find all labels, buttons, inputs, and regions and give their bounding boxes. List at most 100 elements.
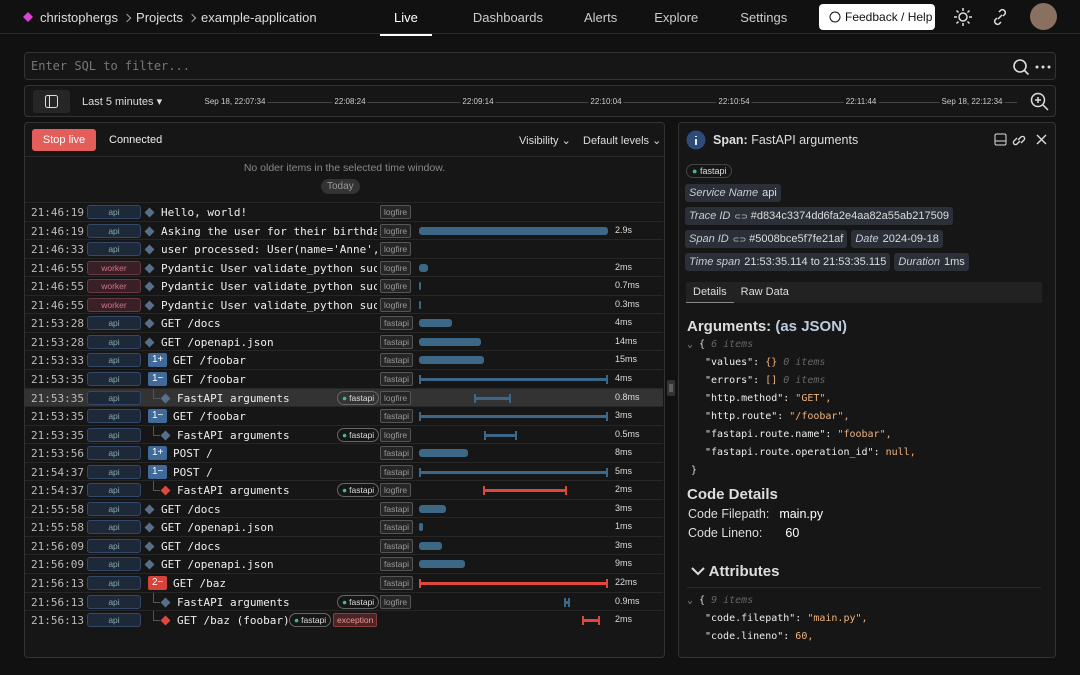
row-message: FastAPI arguments bbox=[177, 595, 290, 609]
log-row[interactable]: 21:46:55 worker Pydantic User validate_pyt… bbox=[25, 276, 663, 295]
nav-tab[interactable]: Alerts bbox=[583, 10, 618, 25]
row-time: 21:46:55 bbox=[31, 261, 84, 275]
collapse-icon[interactable] bbox=[691, 566, 705, 576]
log-row[interactable]: 21:53:56 api 1+ POST / fastapi 8ms bbox=[25, 443, 663, 462]
row-time: 21:54:37 bbox=[31, 465, 84, 479]
service-pill: api bbox=[87, 538, 141, 553]
arguments-title: Arguments: bbox=[687, 318, 772, 335]
row-message: GET /openapi.json bbox=[161, 558, 274, 572]
level-marker bbox=[160, 597, 171, 607]
breadcrumb-item[interactable]: Projects bbox=[136, 10, 184, 25]
breadcrumb-item[interactable]: christophergs bbox=[40, 10, 119, 25]
expand-badge[interactable]: 1− bbox=[148, 409, 168, 424]
log-row[interactable]: 21:53:33 api 1+ GET /foobar fastapi 15ms bbox=[25, 350, 663, 369]
arguments-json: ⌄ {6 items "values": {} 0 items "errors": [] 0… bbox=[687, 336, 1047, 480]
more-icon[interactable] bbox=[1035, 65, 1051, 69]
expand-badge[interactable]: 1+ bbox=[148, 446, 168, 461]
bar-cap bbox=[582, 616, 600, 626]
row-duration: 0.3ms bbox=[615, 298, 640, 309]
expand-badge[interactable]: 2− bbox=[148, 576, 168, 590]
detail-tab[interactable]: Details bbox=[686, 282, 734, 303]
resize-handle[interactable] bbox=[667, 380, 675, 396]
toggle: ⌄ bbox=[687, 339, 700, 350]
log-row[interactable]: 21:56:13 api 2− GET /baz fastapi 22ms bbox=[25, 573, 663, 592]
panel-actions[interactable] bbox=[994, 133, 1050, 147]
row-duration: 14ms bbox=[615, 335, 638, 346]
json-line: "values": {} 0 items bbox=[687, 354, 1047, 372]
row-time: 21:53:35 bbox=[31, 410, 84, 424]
json-line: "http.method": "GET", bbox=[687, 390, 1047, 408]
separator bbox=[187, 13, 197, 22]
help-button[interactable]: Feedback / Help bbox=[819, 4, 935, 30]
levels-select[interactable]: Default levels ⌄ bbox=[583, 135, 662, 147]
log-row[interactable]: 21:46:55 worker Pydantic User validate_pyt… bbox=[25, 294, 663, 314]
log-row[interactable]: 21:55:58 api GET /docs fastapi 3ms bbox=[25, 498, 663, 518]
duration-bar bbox=[419, 449, 468, 458]
range-select[interactable]: Last 5 minutes ▾ bbox=[82, 96, 163, 108]
tag: logfire bbox=[380, 223, 412, 238]
theme-toggle[interactable] bbox=[953, 7, 973, 27]
tree-line bbox=[153, 481, 160, 492]
bar-cap bbox=[484, 430, 517, 440]
query-bar[interactable]: Enter SQL to filter... bbox=[24, 52, 1056, 80]
code-key: Code Lineno: bbox=[688, 526, 763, 540]
log-row[interactable]: 21:53:35 api FastAPI arguments ● fastapi logf… bbox=[25, 424, 663, 444]
field-key: Date bbox=[855, 233, 879, 245]
row-message: GET /docs bbox=[161, 539, 221, 553]
log-row[interactable]: 21:54:37 api FastAPI arguments ● fastapi logf… bbox=[25, 480, 663, 499]
expand-badge[interactable]: 1− bbox=[148, 464, 168, 479]
log-row[interactable]: 21:56:13 api FastAPI arguments ● fastapi logf… bbox=[25, 591, 663, 611]
toggle: ⌄ bbox=[687, 595, 700, 606]
avatar[interactable] bbox=[1030, 3, 1057, 30]
nav-tab[interactable]: Explore bbox=[654, 10, 699, 25]
log-row[interactable]: 21:56:09 api GET /docs fastapi 3ms bbox=[25, 535, 663, 555]
json-brace: } bbox=[691, 465, 698, 476]
divider bbox=[687, 587, 1041, 588]
visibility-select[interactable]: Visibility ⌄ bbox=[519, 135, 571, 147]
log-row[interactable]: 21:53:28 api GET /openapi.json fastapi 14ms bbox=[25, 331, 663, 351]
timeline-tick: 22:10:54 bbox=[716, 97, 752, 106]
zoom-icon[interactable] bbox=[1030, 92, 1050, 112]
nav-tab[interactable]: Live bbox=[380, 10, 432, 36]
tag: fastapi bbox=[380, 464, 414, 479]
service-pill: api bbox=[87, 353, 141, 368]
nav-tab[interactable]: Dashboards bbox=[472, 10, 543, 25]
detail-tab[interactable]: Raw Data bbox=[740, 286, 789, 298]
timeline-tick: 22:08:24 bbox=[332, 97, 368, 106]
log-row[interactable]: 21:56:09 api GET /openapi.json fastapi 9ms bbox=[25, 554, 663, 573]
field-chip: Duration 1ms bbox=[894, 253, 969, 271]
expand-badge[interactable]: 1− bbox=[148, 371, 168, 386]
row-time: 21:56:09 bbox=[31, 539, 84, 553]
log-row[interactable]: 21:53:28 api GET /docs fastapi 4ms bbox=[25, 313, 663, 332]
row-message: FastAPI arguments bbox=[177, 428, 290, 442]
nav-tab[interactable]: Settings bbox=[740, 10, 788, 25]
sidebar-toggle[interactable] bbox=[33, 90, 70, 113]
breadcrumb-item[interactable]: example-application bbox=[201, 10, 317, 25]
log-row[interactable]: 21:46:19 api Hello, world! logfire bbox=[25, 202, 663, 221]
log-row[interactable]: 21:53:35 api FastAPI arguments ● fastapi logf… bbox=[25, 387, 663, 406]
field-value: 1ms bbox=[943, 256, 965, 268]
log-row[interactable]: 21:46:33 api user processed: User(name='An… bbox=[25, 239, 663, 258]
log-row[interactable]: 21:56:13 api GET /baz (foobar) ● fastapi exce… bbox=[25, 610, 663, 629]
duration-bar bbox=[419, 560, 465, 569]
log-row[interactable]: 21:55:58 api GET /openapi.json fastapi 1ms bbox=[25, 517, 663, 536]
bar-cap bbox=[419, 467, 608, 477]
notice: No older items in the selected time wind… bbox=[243, 162, 446, 174]
service-tag-label: fastapi bbox=[699, 166, 727, 176]
tag: logfire bbox=[380, 242, 412, 257]
row-message: GET /baz (foobar) bbox=[177, 614, 290, 628]
log-row[interactable]: 21:54:37 api 1− POST / fastapi 5ms bbox=[25, 461, 663, 481]
service-pill: api bbox=[87, 390, 141, 405]
log-row[interactable]: 21:53:35 api 1− GET /foobar fastapi 3ms bbox=[25, 406, 663, 425]
search-icon[interactable] bbox=[1012, 58, 1030, 76]
row-message: Pydantic User validate_python succe bbox=[161, 280, 377, 294]
scope-pill: ● fastapi bbox=[337, 483, 380, 498]
code-row: Code Lineno: 60 bbox=[688, 526, 823, 545]
stop-live-button[interactable]: Stop live bbox=[32, 129, 96, 151]
row-time: 21:53:28 bbox=[31, 335, 84, 349]
log-row[interactable]: 21:53:35 api 1− GET /foobar fastapi 4ms bbox=[25, 368, 663, 388]
expand-badge[interactable]: 1+ bbox=[148, 353, 168, 368]
log-row[interactable]: 21:46:19 api Asking the user for their bir… bbox=[25, 220, 663, 240]
log-row[interactable]: 21:46:55 worker Pydantic User validate_pyt… bbox=[25, 257, 663, 277]
link-button[interactable] bbox=[990, 7, 1010, 27]
